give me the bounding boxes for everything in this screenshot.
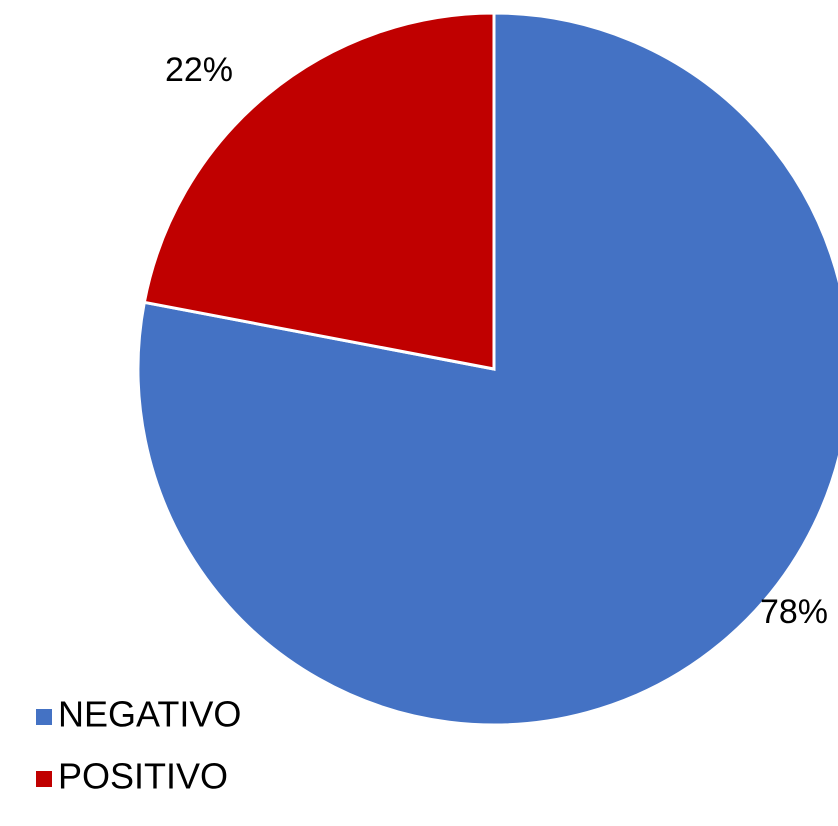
legend-swatch-negativo [36, 709, 52, 725]
legend: NEGATIVO POSITIVO [36, 694, 241, 797]
legend-label-negativo: NEGATIVO [58, 694, 241, 735]
legend-label-positivo: POSITIVO [58, 756, 228, 797]
legend-swatch-positivo [36, 771, 52, 787]
data-labels: 78% 22% [165, 51, 828, 631]
pie-slice-positivo [142, 11, 496, 371]
pie-slices [136, 11, 838, 727]
data-label-negativo: 78% [760, 593, 828, 631]
data-label-positivo: 22% [165, 51, 233, 89]
